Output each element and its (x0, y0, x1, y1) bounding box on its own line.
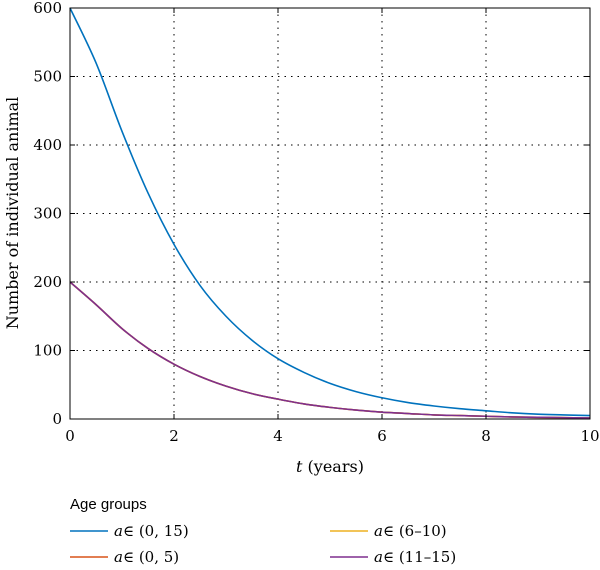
x-tick-label: 2 (169, 427, 179, 445)
grid (70, 8, 590, 419)
legend-label: a∈ (6–10) (374, 522, 447, 540)
y-tick-label: 200 (33, 273, 62, 291)
x-tick-label: 0 (65, 427, 75, 445)
series-line-2 (69, 281, 591, 419)
x-tick-label: 10 (580, 427, 599, 445)
y-tick-label: 600 (33, 0, 62, 17)
x-axis-title-italic: t (296, 457, 303, 476)
legend-label-rest: ∈ (0, 15) (123, 522, 189, 540)
legend-label: a∈ (0, 15) (114, 522, 189, 540)
x-tick-label: 8 (481, 427, 491, 445)
y-tick-label: 300 (33, 205, 62, 223)
series-line-1 (69, 281, 591, 419)
legend-label-rest: ∈ (11–15) (383, 548, 456, 566)
legend-label-italic: a (114, 548, 123, 566)
series-layer (69, 7, 591, 419)
legend-items: a∈ (0, 15)a∈ (0, 5)a∈ (6–10)a∈ (11–15) (70, 522, 456, 566)
legend-label-italic: a (374, 522, 383, 540)
series-line-3 (69, 281, 591, 419)
legend: Age groups a∈ (0, 15)a∈ (0, 5)a∈ (6–10)a… (70, 496, 456, 566)
legend-title: Age groups (70, 496, 147, 513)
y-tick-label: 0 (52, 410, 62, 428)
legend-label-italic: a (374, 548, 383, 566)
legend-label-rest: ∈ (0, 5) (123, 548, 179, 566)
x-axis-title: t (years) (296, 457, 364, 476)
y-axis-title: Number of individual animal (3, 97, 22, 330)
legend-label: a∈ (0, 5) (114, 548, 179, 566)
y-tick-label: 400 (33, 136, 62, 154)
x-tick-label: 6 (377, 427, 387, 445)
legend-label-rest: ∈ (6–10) (383, 522, 447, 540)
ticks (69, 7, 591, 420)
y-tick-label: 500 (33, 68, 62, 86)
y-tick-label: 100 (33, 342, 62, 360)
x-tick-label: 4 (273, 427, 283, 445)
x-tick-labels: 0 2 4 6 8 10 (65, 427, 599, 445)
legend-label: a∈ (11–15) (374, 548, 456, 566)
y-tick-labels: 0 100 200 300 400 500 600 (33, 0, 62, 428)
series-line-0 (69, 7, 591, 417)
legend-label-italic: a (114, 522, 123, 540)
x-axis-title-rest: (years) (302, 457, 363, 476)
